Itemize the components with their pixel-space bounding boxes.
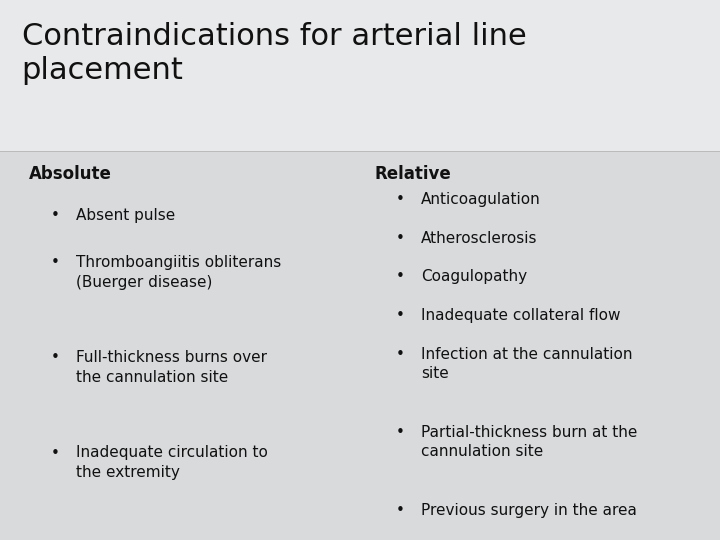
Text: Absent pulse: Absent pulse: [76, 208, 175, 223]
Text: •: •: [50, 446, 59, 461]
Text: Infection at the cannulation
site: Infection at the cannulation site: [421, 347, 633, 381]
Text: •: •: [396, 347, 405, 362]
Text: Inadequate circulation to
the extremity: Inadequate circulation to the extremity: [76, 446, 267, 480]
Text: •: •: [396, 192, 405, 207]
Text: Anticoagulation: Anticoagulation: [421, 192, 541, 207]
Text: Atherosclerosis: Atherosclerosis: [421, 231, 538, 246]
Text: •: •: [396, 231, 405, 246]
Text: •: •: [396, 308, 405, 323]
FancyBboxPatch shape: [0, 0, 720, 151]
Text: Partial-thickness burn at the
cannulation site: Partial-thickness burn at the cannulatio…: [421, 425, 638, 459]
Text: Inadequate collateral flow: Inadequate collateral flow: [421, 308, 621, 323]
Text: •: •: [396, 503, 405, 518]
Text: Absolute: Absolute: [29, 165, 112, 183]
Text: Coagulopathy: Coagulopathy: [421, 269, 527, 285]
Text: •: •: [396, 425, 405, 440]
Text: •: •: [50, 255, 59, 271]
Text: •: •: [396, 269, 405, 285]
Text: Thromboangiitis obliterans
(Buerger disease): Thromboangiitis obliterans (Buerger dise…: [76, 255, 281, 289]
Text: •: •: [50, 208, 59, 223]
Text: Contraindications for arterial line
placement: Contraindications for arterial line plac…: [22, 22, 526, 85]
Text: •: •: [50, 350, 59, 366]
Text: Relative: Relative: [374, 165, 451, 183]
Text: Previous surgery in the area: Previous surgery in the area: [421, 503, 637, 518]
Text: Full-thickness burns over
the cannulation site: Full-thickness burns over the cannulatio…: [76, 350, 266, 384]
